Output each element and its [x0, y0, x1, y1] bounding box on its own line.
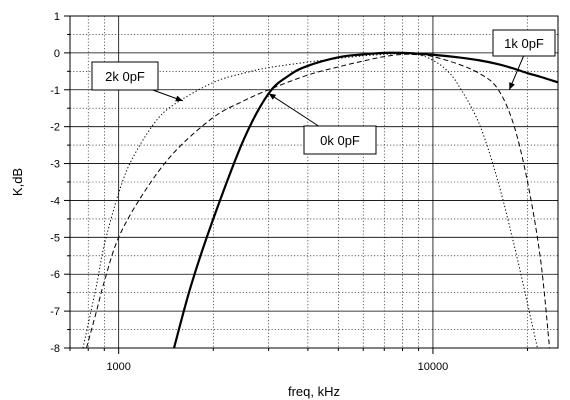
series-line-2k-0pf: [82, 53, 538, 348]
x-tick-label: 10000: [418, 361, 449, 373]
annotation-label: 1k 0pF: [504, 36, 544, 51]
y-tick-label: -1: [50, 85, 60, 97]
annotation-arrowhead: [509, 82, 515, 90]
y-axis-label: K,dB: [10, 168, 25, 196]
y-tick-label: -4: [50, 195, 60, 207]
axis-ticks: [64, 15, 529, 354]
annotation-box: [91, 61, 159, 91]
y-tick-label: 1: [54, 11, 60, 23]
annotation-arrowhead: [268, 93, 277, 100]
series-line-1k-0pf: [86, 53, 551, 348]
annotation-1k-0pf: 1k 0pF: [492, 29, 556, 90]
minor-grid: [69, 16, 558, 348]
y-tick-label: 0: [54, 48, 60, 60]
tick-labels: 1 0 -1 -2 -3 -4 -5 -6 -7 -8 1000 10000: [50, 11, 448, 373]
y-tick-label: -5: [50, 232, 60, 244]
x-axis-label: freq, kHz: [288, 384, 340, 399]
annotation-box: [303, 125, 377, 155]
y-tick-label: -2: [50, 122, 60, 134]
annotation-2k-0pf: 2k 0pF: [91, 61, 183, 102]
annotations: 2k 0pF 0k 0pF 1k 0pF: [91, 29, 556, 155]
y-tick-label: -8: [50, 343, 60, 355]
annotation-box: [492, 29, 556, 57]
series-line-0k-0pf: [172, 51, 558, 348]
annotation-leader: [268, 93, 321, 128]
annotation-label: 2k 0pF: [105, 69, 145, 84]
series-layer: [82, 51, 558, 348]
annotation-label: 0k 0pF: [320, 133, 360, 148]
x-tick-label: 1000: [106, 361, 130, 373]
annotation-arrowhead: [175, 95, 183, 102]
y-tick-label: -3: [50, 159, 60, 171]
annotation-0k-0pf: 0k 0pF: [268, 93, 377, 155]
y-tick-label: -7: [50, 306, 60, 318]
y-tick-label: -6: [50, 269, 60, 281]
